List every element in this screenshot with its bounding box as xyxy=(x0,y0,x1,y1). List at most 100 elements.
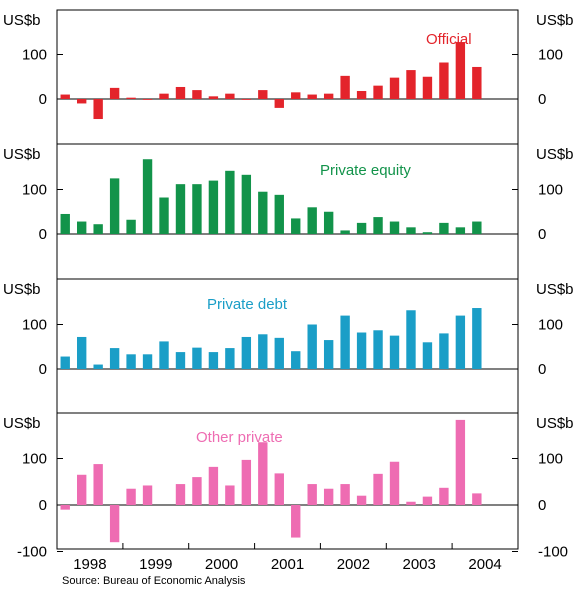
bar xyxy=(323,488,334,506)
x-tick-label: 2002 xyxy=(337,556,370,573)
bar xyxy=(323,93,334,99)
y-tick-label-right: 100 xyxy=(538,317,563,334)
bar xyxy=(340,484,350,505)
bar xyxy=(356,90,367,99)
bar xyxy=(274,194,284,234)
bar xyxy=(472,493,482,506)
bar xyxy=(60,94,70,99)
bar xyxy=(192,347,202,369)
bar xyxy=(373,330,383,369)
y-tick-label-right: 100 xyxy=(538,451,563,468)
bar xyxy=(192,477,202,505)
bar xyxy=(175,184,186,234)
bar xyxy=(258,334,268,369)
bar xyxy=(307,484,317,505)
bar xyxy=(439,487,449,506)
y-tick-label-right: 0 xyxy=(538,91,546,108)
panel-other-private: US$b US$b -100 -100 0 0 100 100 Other private xyxy=(3,412,574,561)
y-tick-label-left: 0 xyxy=(39,497,47,514)
bar xyxy=(60,213,70,234)
bar xyxy=(225,485,235,505)
bar xyxy=(406,70,416,100)
bar xyxy=(455,42,466,99)
bar xyxy=(126,219,136,234)
panel-frame xyxy=(56,412,519,550)
bar xyxy=(439,222,449,235)
y-tick-label-left: 0 xyxy=(39,226,47,243)
bar xyxy=(389,77,400,99)
x-axis: 1998 1999 2000 2001 2002 2003 2004 xyxy=(73,543,502,573)
bar xyxy=(175,86,186,99)
bar xyxy=(208,180,219,234)
bar xyxy=(159,93,169,99)
bar xyxy=(93,464,103,505)
bar xyxy=(373,217,383,234)
bar xyxy=(455,227,466,234)
bar xyxy=(340,230,350,234)
unit-label-left: US$b xyxy=(3,146,41,163)
bar xyxy=(208,466,219,505)
y-tick-label-right: 100 xyxy=(538,47,563,64)
bar xyxy=(159,197,169,234)
bar xyxy=(439,62,449,99)
bar xyxy=(406,310,416,369)
panel-private-debt: US$b US$b 0 0 100 100 Private debt xyxy=(3,278,574,414)
panels-layer: US$b US$b 0 0 100 100 Official US$b US$b 0 0 100 100… xyxy=(3,9,574,561)
bar xyxy=(340,315,350,369)
bar xyxy=(126,488,136,506)
unit-label-left: US$b xyxy=(3,12,41,29)
bar xyxy=(455,419,466,505)
bar xyxy=(291,351,301,369)
bar xyxy=(109,87,120,100)
series-label: Official xyxy=(426,31,472,48)
y-tick-label-left: 0 xyxy=(39,91,47,108)
x-tick-label: 1999 xyxy=(139,556,172,573)
bar xyxy=(373,473,383,506)
bar xyxy=(175,484,186,505)
y-tick-label-right: 100 xyxy=(538,182,563,199)
bar xyxy=(225,348,235,369)
bar xyxy=(175,352,186,369)
bar xyxy=(225,170,235,234)
bar xyxy=(77,99,87,104)
y-tick-label-right: 0 xyxy=(538,497,546,514)
panel-frame xyxy=(56,143,519,280)
bar xyxy=(60,505,70,510)
bar xyxy=(274,473,284,505)
unit-label-left: US$b xyxy=(3,281,41,298)
unit-label-right: US$b xyxy=(536,12,574,29)
y-tick-label-right: 0 xyxy=(538,361,546,378)
bar xyxy=(225,93,235,99)
bar xyxy=(142,159,153,234)
bar xyxy=(241,174,252,234)
x-tick-label: 2000 xyxy=(205,556,238,573)
bar xyxy=(241,459,252,505)
bar xyxy=(126,354,136,369)
bar xyxy=(472,221,482,234)
bar xyxy=(422,342,433,369)
x-tick-label: 2001 xyxy=(271,556,304,573)
bar xyxy=(389,335,400,370)
y-tick-label-right: 0 xyxy=(538,226,546,243)
bar xyxy=(439,333,449,369)
bar xyxy=(472,308,482,369)
bar xyxy=(323,211,334,234)
bar xyxy=(142,354,153,369)
bar xyxy=(192,184,202,234)
bar xyxy=(422,76,433,99)
unit-label-right: US$b xyxy=(536,415,574,432)
y-tick-label-left: 100 xyxy=(22,317,47,334)
bar xyxy=(93,224,103,234)
y-tick-label-left: -100 xyxy=(17,544,47,561)
bar xyxy=(291,218,301,235)
bar xyxy=(241,336,252,369)
bar xyxy=(109,348,120,369)
series-label: Private debt xyxy=(207,296,288,313)
bar xyxy=(340,75,350,99)
panel-frame xyxy=(56,278,519,414)
bar xyxy=(77,221,87,234)
bar xyxy=(307,207,317,234)
bar xyxy=(274,337,284,369)
bar xyxy=(258,90,268,99)
panel-official: US$b US$b 0 0 100 100 Official xyxy=(3,9,574,145)
